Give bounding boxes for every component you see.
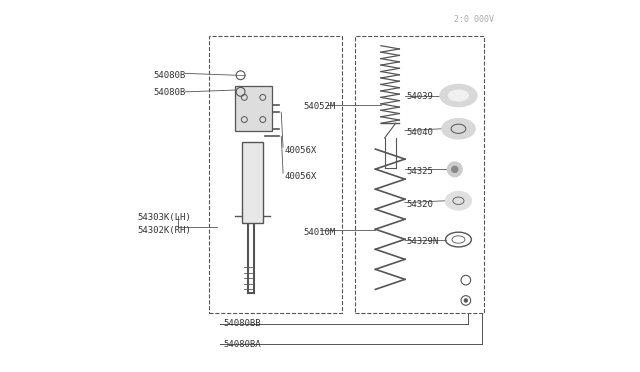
Ellipse shape	[442, 119, 475, 139]
Circle shape	[464, 299, 468, 302]
Text: 54039: 54039	[407, 92, 434, 101]
FancyBboxPatch shape	[243, 142, 263, 223]
Text: 54080BB: 54080BB	[223, 319, 261, 328]
Text: 54320: 54320	[407, 200, 434, 209]
Ellipse shape	[447, 162, 462, 177]
Text: 54303K(LH): 54303K(LH)	[137, 213, 191, 222]
Text: 40056X: 40056X	[285, 146, 317, 155]
FancyBboxPatch shape	[235, 86, 272, 131]
Ellipse shape	[448, 90, 468, 101]
Text: 54325: 54325	[407, 167, 434, 176]
Text: 54010M: 54010M	[303, 228, 335, 237]
Text: 54302K(RH): 54302K(RH)	[137, 226, 191, 235]
Text: 54080B: 54080B	[154, 71, 186, 80]
Ellipse shape	[440, 84, 477, 107]
Text: 54329N: 54329N	[407, 237, 439, 246]
Ellipse shape	[445, 192, 472, 210]
Ellipse shape	[451, 166, 458, 173]
Text: 40056X: 40056X	[285, 172, 317, 181]
Text: 54052M: 54052M	[303, 102, 335, 111]
Text: 54080BA: 54080BA	[223, 340, 261, 349]
Text: 54080B: 54080B	[154, 89, 186, 97]
Text: 54040: 54040	[407, 128, 434, 137]
Text: 2:0 000V: 2:0 000V	[454, 15, 493, 24]
